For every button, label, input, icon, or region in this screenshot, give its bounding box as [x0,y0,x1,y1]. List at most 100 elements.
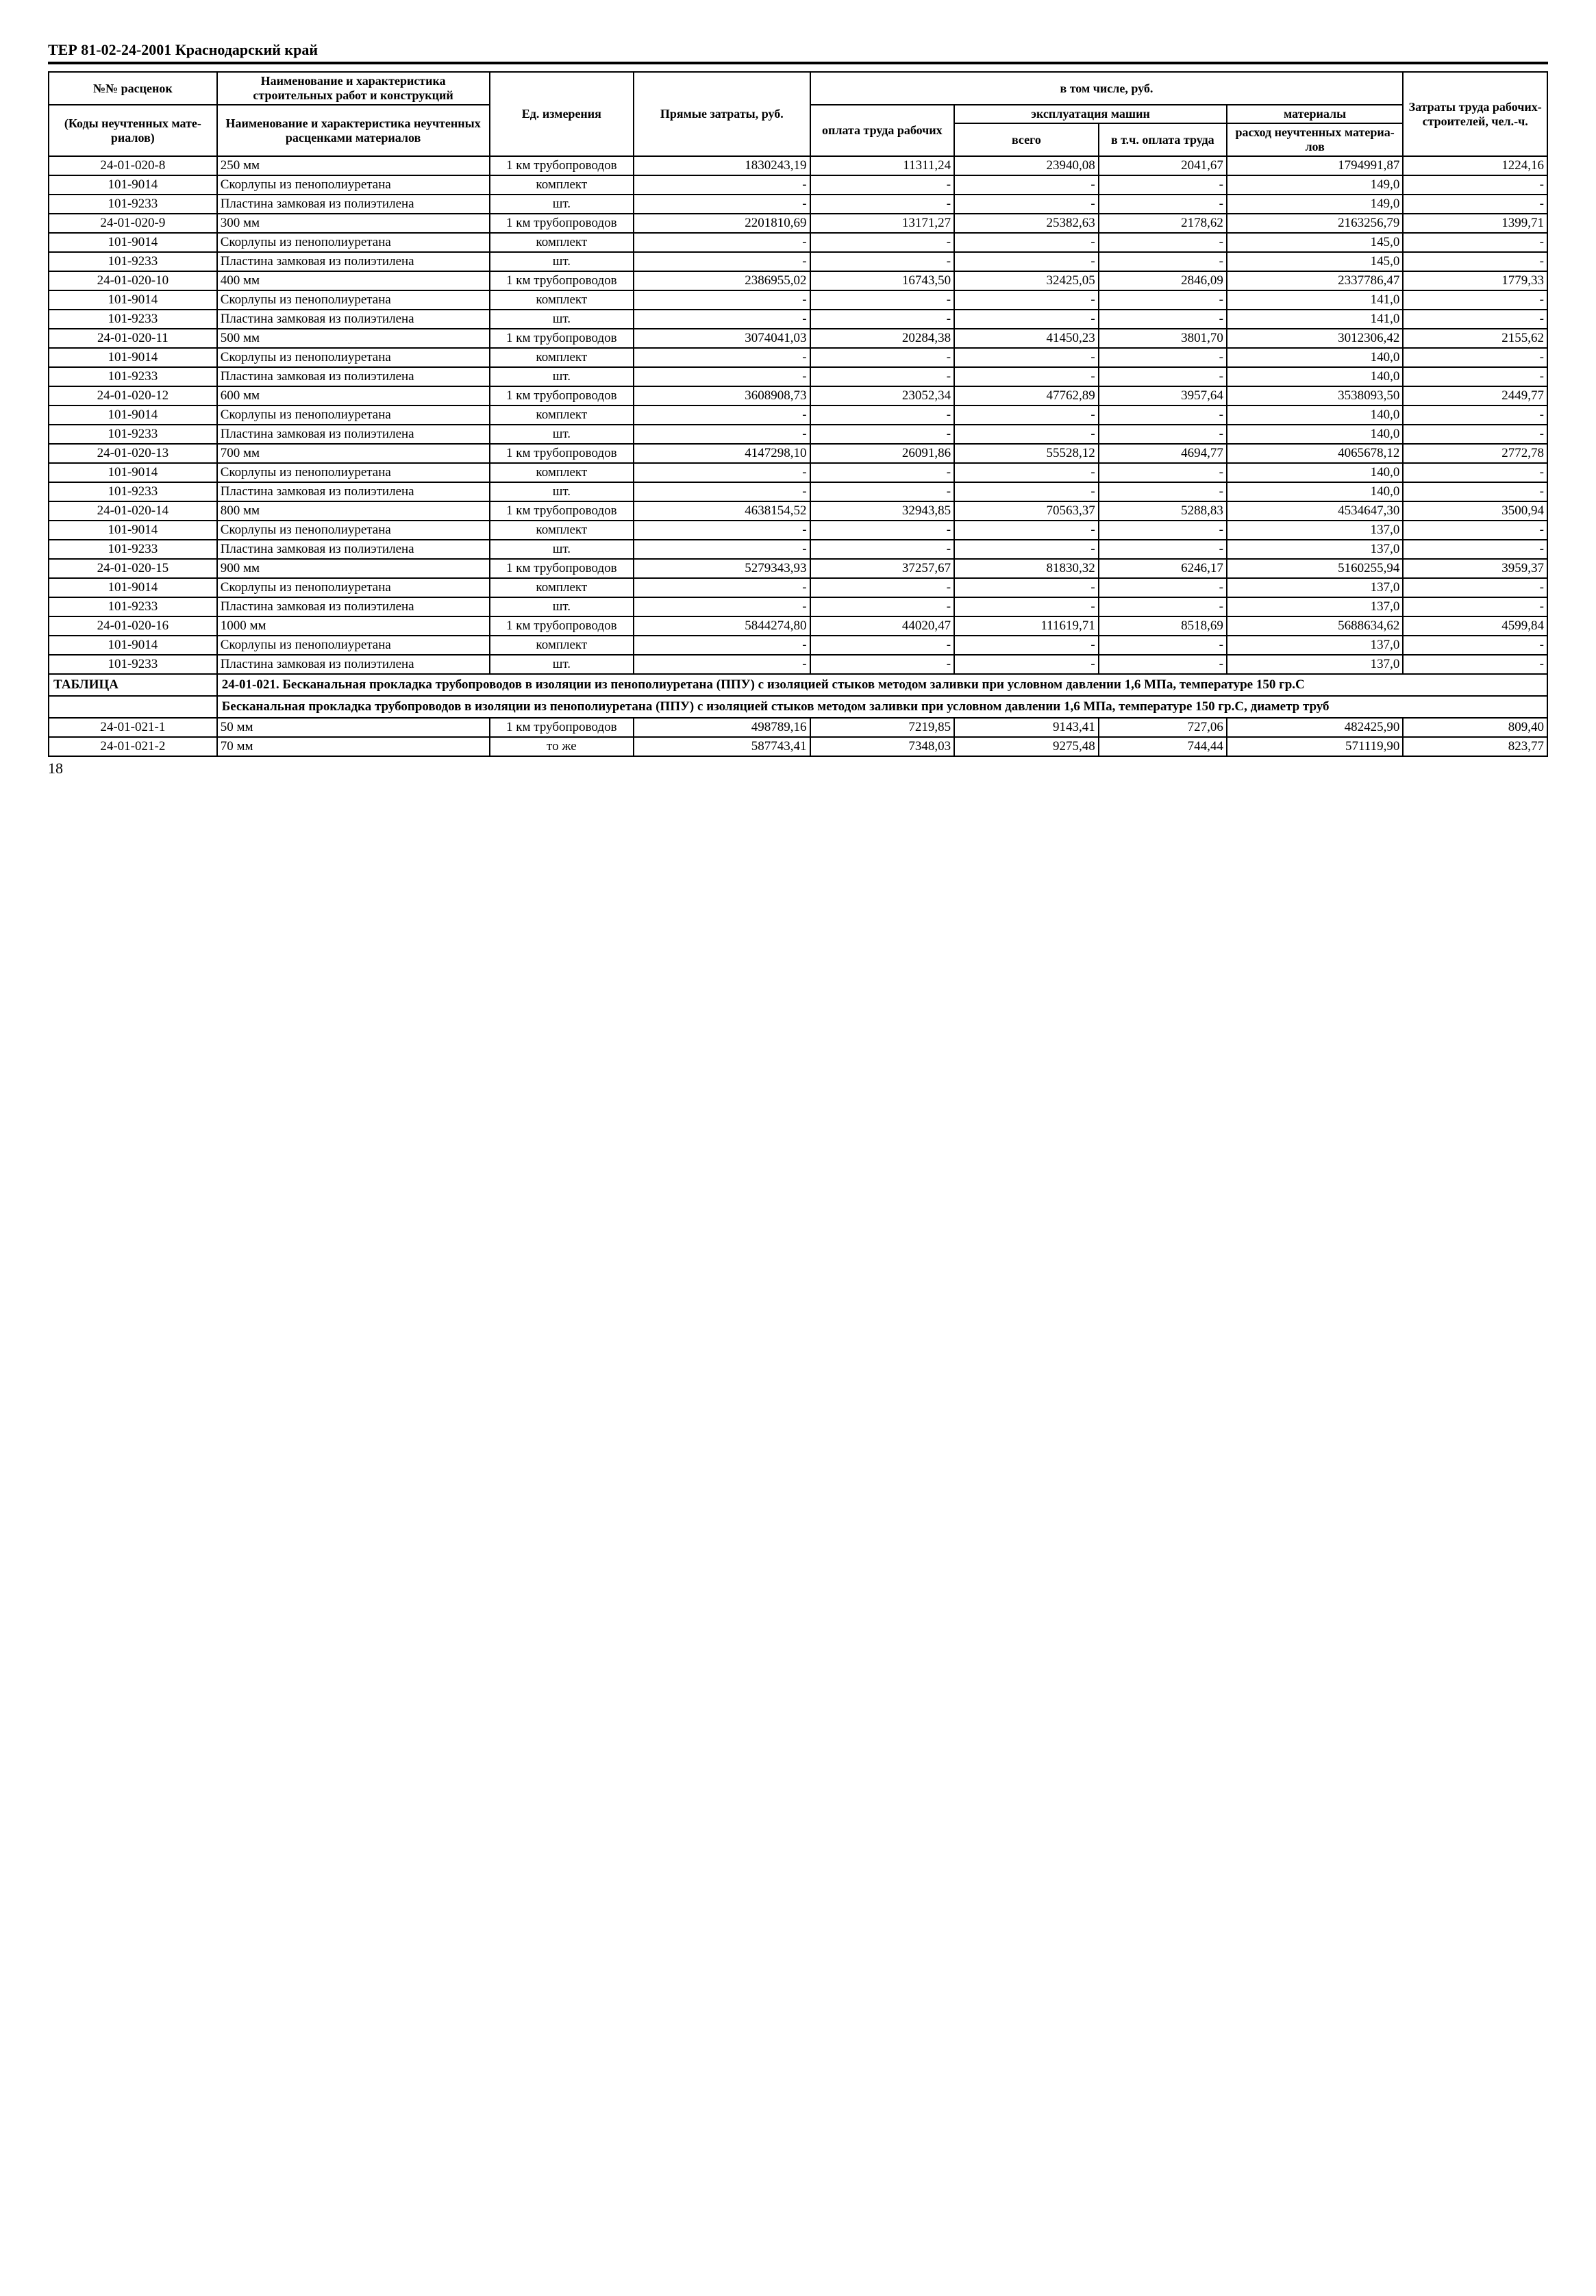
wage-cell: 44020,47 [810,616,955,636]
materials-cell: 1794991,87 [1227,156,1403,175]
table-row: 101-9014Скорлупы из пенопо­лиуретанакомп… [49,290,1547,310]
name-cell: Скорлупы из пенопо­лиуретана [217,290,490,310]
labor-cell: 1779,33 [1403,271,1547,290]
table-row: 101-9014Скорлупы из пенопо­лиуретанакомп… [49,348,1547,367]
wage-cell: - [810,290,955,310]
mach-total-cell: - [954,521,1099,540]
wage-cell: - [810,636,955,655]
name-cell: 800 мм [217,501,490,521]
direct-cost-cell: - [634,175,810,195]
table-row: ТАБЛИЦА24-01-021. Бесканальная прокладка… [49,674,1547,696]
table-row: 101-9233Пластина замковая из полиэтилена… [49,597,1547,616]
mach-wage-cell: - [1099,175,1227,195]
wage-cell: - [810,175,955,195]
labor-cell: - [1403,195,1547,214]
name-cell: Скорлупы из пенопо­лиуретана [217,463,490,482]
unit-cell: комплект [490,175,634,195]
mach-wage-cell: - [1099,310,1227,329]
mach-wage-cell: - [1099,521,1227,540]
mach-wage-cell: 2041,67 [1099,156,1227,175]
code-cell: 101-9014 [49,578,217,597]
unit-cell: шт. [490,195,634,214]
name-cell: Скорлупы из пенопо­лиуретана [217,233,490,252]
table-row: 24-01-020-161000 мм1 км тру­бопроводов58… [49,616,1547,636]
name-cell: 400 мм [217,271,490,290]
mach-total-cell: - [954,252,1099,271]
th-code-top: №№ расценок [49,72,217,105]
labor-cell: 3959,37 [1403,559,1547,578]
direct-cost-cell: 1830243,19 [634,156,810,175]
wage-cell: - [810,310,955,329]
materials-cell: 145,0 [1227,252,1403,271]
wage-cell: 7219,85 [810,718,955,737]
unit-cell: 1 км тру­бопроводов [490,271,634,290]
unit-cell: 1 км тру­бопроводов [490,616,634,636]
unit-cell: 1 км тру­бопроводов [490,156,634,175]
labor-cell: - [1403,655,1547,674]
wage-cell: 20284,38 [810,329,955,348]
code-cell: 101-9233 [49,540,217,559]
mach-wage-cell: 8518,69 [1099,616,1227,636]
th-mach-group: эксплуатация машин [954,105,1227,123]
labor-cell: 809,40 [1403,718,1547,737]
name-cell: 1000 мм [217,616,490,636]
name-cell: Пластина замковая из полиэтилена [217,195,490,214]
unit-cell: комплект [490,348,634,367]
direct-cost-cell: 5279343,93 [634,559,810,578]
name-cell: Скорлупы из пенопо­лиуретана [217,175,490,195]
name-cell: 300 мм [217,214,490,233]
mach-total-cell: 32425,05 [954,271,1099,290]
code-cell: 24-01-020-12 [49,386,217,405]
section-label-cell: ТАБЛИЦА [49,674,217,696]
mach-wage-cell: 727,06 [1099,718,1227,737]
direct-cost-cell: - [634,540,810,559]
labor-cell: - [1403,252,1547,271]
table-row: 101-9014Скорлупы из пенопо­лиуретанакомп… [49,521,1547,540]
materials-cell: 3538093,50 [1227,386,1403,405]
th-mach-total: всего [954,123,1099,156]
direct-cost-cell: - [634,252,810,271]
mach-wage-cell: - [1099,540,1227,559]
labor-cell: - [1403,425,1547,444]
mach-wage-cell: - [1099,655,1227,674]
direct-cost-cell: - [634,195,810,214]
mach-total-cell: - [954,348,1099,367]
mach-total-cell: 111619,71 [954,616,1099,636]
materials-cell: 141,0 [1227,290,1403,310]
table-row: 24-01-020-10400 мм1 км тру­бопроводов238… [49,271,1547,290]
th-code-bot: (Коды неуч­тенных мате­риалов) [49,105,217,156]
table-row: 101-9014Скорлупы из пенопо­лиуретанакомп… [49,175,1547,195]
mach-total-cell: - [954,597,1099,616]
table-row: 24-01-020-14800 мм1 км тру­бопроводов463… [49,501,1547,521]
name-cell: Пластина замковая из полиэтилена [217,425,490,444]
mach-total-cell: 23940,08 [954,156,1099,175]
mach-wage-cell: - [1099,578,1227,597]
labor-cell: 823,77 [1403,737,1547,756]
table-head: №№ расценок Наименование и характе­ристи… [49,72,1547,156]
page-header: ТЕР 81-02-24-2001 Краснодарский край [48,41,1548,64]
code-cell: 101-9014 [49,348,217,367]
direct-cost-cell: - [634,521,810,540]
unit-cell: то же [490,737,634,756]
labor-cell: 1399,71 [1403,214,1547,233]
code-cell: 24-01-020-13 [49,444,217,463]
name-cell: Скорлупы из пенопо­лиуретана [217,521,490,540]
name-cell: 250 мм [217,156,490,175]
unit-cell: шт. [490,310,634,329]
unit-cell: шт. [490,482,634,501]
th-unit: Ед. измере­ния [490,72,634,156]
direct-cost-cell: 5844274,80 [634,616,810,636]
direct-cost-cell: - [634,310,810,329]
labor-cell: - [1403,578,1547,597]
mach-wage-cell: - [1099,290,1227,310]
unit-cell: шт. [490,655,634,674]
mach-total-cell: - [954,233,1099,252]
name-cell: Пластина замковая из полиэтилена [217,482,490,501]
mach-total-cell: 81830,32 [954,559,1099,578]
materials-cell: 140,0 [1227,405,1403,425]
name-cell: 500 мм [217,329,490,348]
table-row: 101-9233Пластина замковая из полиэтилена… [49,195,1547,214]
wage-cell: - [810,655,955,674]
name-cell: Пластина замковая из полиэтилена [217,655,490,674]
materials-cell: 137,0 [1227,597,1403,616]
